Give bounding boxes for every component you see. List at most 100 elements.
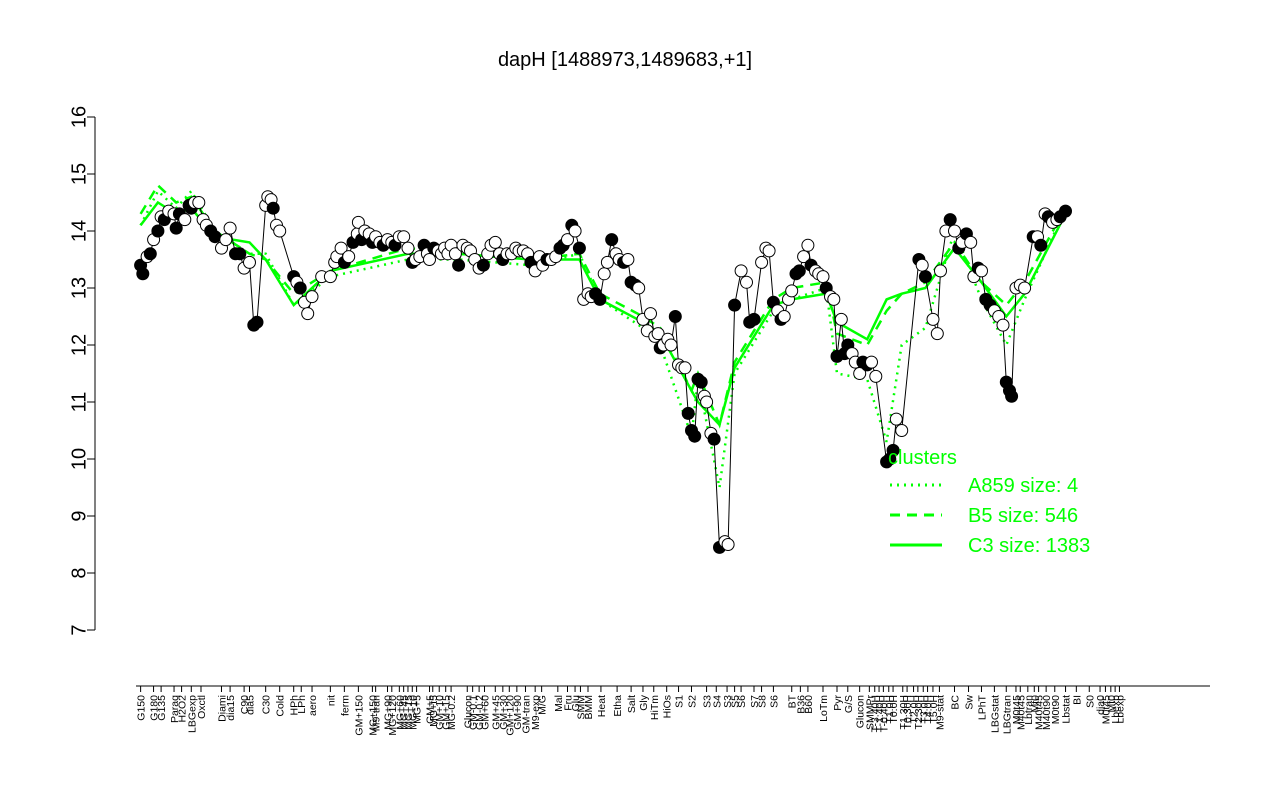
x-tick-label: T-0.40H <box>878 695 890 732</box>
x-tick-label: M0t45 <box>1100 695 1112 724</box>
x-tick-label: G180 <box>149 695 161 721</box>
data-point <box>1059 204 1072 218</box>
x-tick-label: BMM <box>583 695 595 720</box>
x-tick-label: Paraq <box>169 695 181 723</box>
data-point <box>334 241 348 255</box>
data-point <box>342 250 356 264</box>
data-point <box>644 307 657 321</box>
x-tick-label: S0 <box>1084 695 1096 708</box>
data-point <box>869 369 883 383</box>
y-tick-label: 16 <box>68 106 90 128</box>
x-tick-label: dia0 <box>1095 695 1107 715</box>
x-tick-label: MG+10 <box>407 695 419 730</box>
x-tick-label: LBGexp <box>186 695 198 733</box>
x-tick-label: LPh <box>296 695 308 714</box>
x-tick-label: M9-tran <box>371 695 383 731</box>
x-tick-label: LBGtran <box>1001 695 1013 734</box>
data-point <box>561 233 574 247</box>
data-point <box>865 355 878 369</box>
x-tick-label: GM+60 <box>480 695 492 730</box>
x-tick-label: S1 <box>674 695 686 708</box>
x-tick-label: M0t45 <box>1011 695 1023 724</box>
x-tick-label: GM+15 <box>441 695 453 730</box>
x-tick-label: M40t45 <box>1015 695 1027 730</box>
data-point <box>208 230 222 244</box>
data-point <box>734 264 748 278</box>
x-tick-label: GM+90 <box>512 695 524 730</box>
data-point <box>747 312 761 326</box>
data-point <box>452 258 466 272</box>
x-tick-label: dia15 <box>225 695 237 721</box>
data-point <box>572 241 586 255</box>
data-point <box>301 307 315 321</box>
data-point <box>219 233 233 247</box>
x-tick-label: Lbstat <box>1061 695 1073 724</box>
y-tick-label: 7 <box>68 624 90 635</box>
data-point <box>233 247 247 261</box>
x-tick-label: S2 <box>686 695 698 708</box>
x-tick-label: S3 <box>722 695 734 708</box>
x-tick-label: G150 <box>136 695 148 721</box>
cluster-lines <box>139 183 1067 488</box>
data-point <box>351 215 365 229</box>
x-tick-label: MG+90 <box>382 695 394 730</box>
x-tick-label: GM-0.1 <box>468 695 480 730</box>
x-tick-label: S7 <box>749 695 761 708</box>
x-tick-label: GM+10 <box>434 695 446 730</box>
data-point <box>816 270 830 284</box>
x-tick-label: GM+45 <box>490 695 502 730</box>
data-point <box>488 235 502 249</box>
x-tick-label: M9-exp <box>530 695 542 730</box>
x-tick-label: BI <box>1071 695 1083 705</box>
x-tick-label: LPhT <box>976 694 988 720</box>
data-point <box>777 310 791 323</box>
data-point <box>605 233 619 247</box>
data-markers <box>134 190 1072 554</box>
data-point <box>895 424 909 437</box>
x-tick-label: S3 <box>702 695 714 708</box>
data-point <box>688 429 702 443</box>
x-tick-label: Diami <box>216 695 228 722</box>
x-tick-label: Glucon <box>462 695 474 728</box>
x-tick-label: C90 <box>239 695 251 714</box>
x-tick-label: T0.30H <box>902 695 914 729</box>
x-tick-label: C30 <box>261 695 273 714</box>
data-line <box>140 195 1066 549</box>
x-tick-label: Mal <box>553 695 565 712</box>
data-point <box>323 270 337 284</box>
data-point <box>975 264 988 278</box>
data-point <box>250 315 264 329</box>
data-point <box>930 327 944 341</box>
x-tick-label: T3.0H <box>918 695 930 724</box>
y-tick-label: 12 <box>68 334 90 356</box>
data-point <box>169 221 183 235</box>
x-tick-label: T2.30H <box>913 695 925 729</box>
data-point <box>151 224 165 238</box>
x-tick-label: T0.0H <box>888 695 900 724</box>
data-point <box>694 375 708 389</box>
x-tick-label: M40t90 <box>1041 695 1053 730</box>
x-tick-label: Lbtran <box>1023 695 1035 725</box>
data-point <box>668 310 682 323</box>
data-point <box>889 412 903 426</box>
y-tick-label: 10 <box>68 448 90 470</box>
data-point <box>401 241 415 255</box>
data-point <box>827 292 841 306</box>
data-point <box>797 250 811 264</box>
x-tick-label: GM+150 <box>353 695 365 736</box>
x-tick-label: T-3.40H <box>870 695 882 732</box>
x-tick-label: Heat <box>596 695 608 717</box>
x-tick-label: HPh <box>289 695 301 716</box>
x-tick-label: MG+60 <box>394 695 406 730</box>
x-tick-label: S6 <box>768 695 780 708</box>
x-tick-label: Etha <box>612 695 624 717</box>
x-tick-label: T5.0H <box>928 695 940 724</box>
x-tick-label: Mt0 <box>1106 695 1118 713</box>
x-tick-label: ferm <box>339 695 351 716</box>
x-tick-label: H2O2 <box>177 695 189 723</box>
x-tick-label: BT <box>787 694 799 708</box>
data-point <box>597 267 611 281</box>
x-tick-label: GM+120 <box>504 695 516 736</box>
